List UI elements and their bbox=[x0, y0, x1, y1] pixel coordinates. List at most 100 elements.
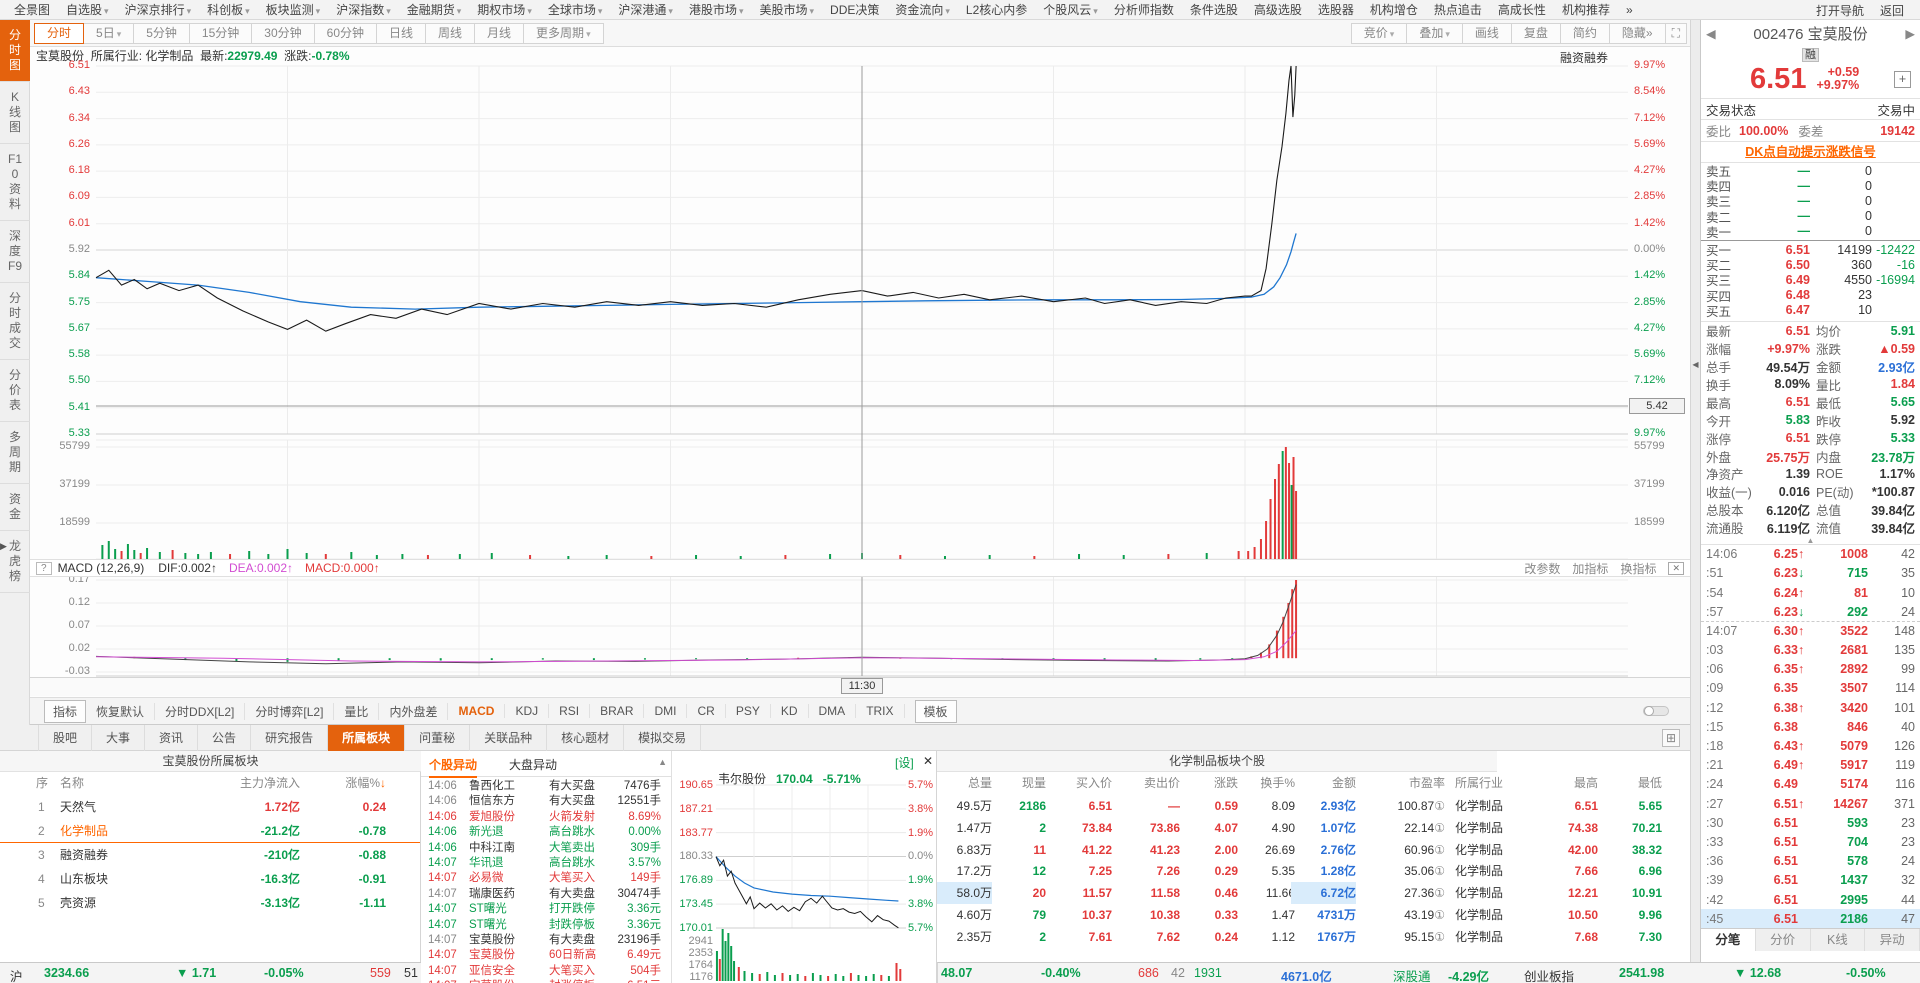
menu-item[interactable]: 美股市场 ▾ bbox=[751, 1, 822, 18]
bottom-tab[interactable]: 所属板块 bbox=[328, 724, 406, 751]
indicator-item[interactable]: DMI bbox=[644, 704, 688, 718]
menu-item[interactable]: » bbox=[1618, 3, 1641, 17]
macd-tool-button[interactable]: 换指标 bbox=[1620, 561, 1657, 576]
movement-row[interactable]: 14:07 必易微 大笔买入 149手 bbox=[421, 871, 671, 886]
movement-row[interactable]: 14:07 亚信安全 大笔买入 504手 bbox=[421, 964, 671, 979]
movement-row[interactable]: 14:06 新光退 高台跳水 0.00% bbox=[421, 825, 671, 840]
indicator-item[interactable]: 内外盘差 bbox=[379, 702, 449, 720]
toolbar-button[interactable]: 画线 bbox=[1461, 22, 1512, 44]
board-row[interactable]: 3 融资融券 -210亿 -0.88 bbox=[0, 843, 420, 867]
sell-queue-row[interactable]: 卖五 — 0 bbox=[1701, 163, 1920, 180]
menu-item[interactable]: DDE决策 bbox=[822, 1, 887, 18]
bottom-tab[interactable]: 关联品种 bbox=[470, 724, 548, 751]
next-stock-icon[interactable]: ▶ bbox=[1905, 26, 1915, 41]
settings-button[interactable]: [设] bbox=[895, 756, 914, 770]
status-item[interactable]: 3234.66 bbox=[44, 966, 90, 980]
board-row[interactable]: 5 壳资源 -3.13亿 -1.11 bbox=[0, 891, 420, 915]
buy-queue-row[interactable]: 买二 6.50 360 -16 bbox=[1701, 257, 1920, 274]
status-item[interactable]: -0.40% bbox=[1041, 966, 1081, 980]
tick-row[interactable]: :24 6.49 5174 116 bbox=[1701, 775, 1920, 794]
sector-row[interactable]: 1.47万 2 73.84 73.86 4.07 4.90 1.07亿 22.1… bbox=[937, 817, 1700, 839]
status-item[interactable]: 686 bbox=[1138, 966, 1159, 980]
menu-item[interactable]: 自选股 ▾ bbox=[58, 1, 117, 18]
panel-collapse-strip[interactable]: ◀ bbox=[1690, 20, 1700, 962]
sell-queue-row[interactable]: 卖三 — 0 bbox=[1701, 193, 1920, 210]
tick-row[interactable]: :45 6.51 2186 47 bbox=[1701, 909, 1920, 929]
bottom-tab[interactable]: 大事 bbox=[92, 724, 146, 751]
indicator-item[interactable]: RSI bbox=[549, 704, 591, 718]
tick-row[interactable]: :15 6.38 846 40 bbox=[1701, 717, 1920, 736]
sell-queue-row[interactable]: 卖四 — 0 bbox=[1701, 178, 1920, 195]
tick-row[interactable]: :33 6.51 704 23 bbox=[1701, 832, 1920, 851]
menu-item[interactable]: 全景图 bbox=[6, 1, 58, 18]
bottom-tab[interactable]: 核心题材 bbox=[547, 724, 625, 751]
menu-item[interactable]: 沪深港通 ▾ bbox=[610, 1, 681, 18]
movement-row[interactable]: 14:06 鲁西化工 有大买盘 7476手 bbox=[421, 779, 671, 794]
right-panel-tab[interactable]: 异动 bbox=[1865, 929, 1920, 952]
bottom-tab[interactable]: 模拟交易 bbox=[624, 724, 702, 751]
movement-row[interactable]: 14:06 恒信东方 有大买盘 12551手 bbox=[421, 794, 671, 809]
indicator-item[interactable]: 分时博弈[L2] bbox=[245, 702, 335, 720]
dk-signal-link[interactable]: DK点自动提示涨跌信号 bbox=[1745, 145, 1876, 159]
sector-col-header[interactable]: 卖出价 bbox=[1143, 776, 1180, 790]
sector-row[interactable]: 49.5万 2186 6.51 — 0.59 8.09 2.93亿 100.87… bbox=[937, 795, 1700, 817]
movement-row[interactable]: 14:07 华讯退 高台跳水 3.57% bbox=[421, 856, 671, 871]
sector-row[interactable]: 58.0万 20 11.57 11.58 0.46 11.66 6.72亿 27… bbox=[937, 882, 1700, 905]
board-col-pct[interactable]: 涨幅%↓ bbox=[320, 773, 386, 793]
menu-item[interactable]: 机构推荐 bbox=[1554, 1, 1618, 18]
sidebar-item[interactable]: 分价表 bbox=[0, 360, 30, 422]
status-item[interactable]: 42 bbox=[1171, 966, 1185, 980]
intraday-chart-canvas[interactable] bbox=[30, 47, 1690, 697]
indicator-item[interactable]: TRIX bbox=[856, 704, 905, 718]
sector-col-header[interactable]: 买入价 bbox=[1075, 776, 1112, 790]
macd-tool-button[interactable]: 加指标 bbox=[1572, 561, 1609, 576]
period-button[interactable]: 15分钟 bbox=[188, 22, 253, 44]
sell-queue-row[interactable]: 卖一 — 0 bbox=[1701, 224, 1920, 240]
tick-row[interactable]: :54 6.24 ↑ 81 10 bbox=[1701, 583, 1920, 602]
period-button[interactable]: 5分钟 bbox=[133, 22, 190, 44]
menu-item[interactable]: 机构增仓 bbox=[1362, 1, 1426, 18]
sidebar-item[interactable]: 深度F9 bbox=[0, 221, 30, 283]
indicator-item[interactable]: KDJ bbox=[505, 704, 550, 718]
menu-item[interactable]: 分析师指数 bbox=[1106, 1, 1182, 18]
menu-item[interactable]: 沪深京排行 ▾ bbox=[117, 1, 200, 18]
buy-queue-row[interactable]: 买五 6.47 10 bbox=[1701, 303, 1920, 319]
sector-col-header[interactable]: 最高 bbox=[1573, 776, 1598, 790]
tick-row[interactable]: :57 6.23 ↓ 292 24 bbox=[1701, 602, 1920, 621]
margin-badge[interactable]: 融 bbox=[1802, 48, 1819, 62]
tick-row[interactable]: :09 6.35 3507 114 bbox=[1701, 679, 1920, 698]
menu-item[interactable]: 条件选股 bbox=[1182, 1, 1246, 18]
mini-chart-title[interactable]: 韦尔股份 170.04 -5.71% bbox=[718, 770, 861, 787]
indicator-item[interactable]: KD bbox=[771, 704, 809, 718]
macd-tool-button[interactable]: 改参数 bbox=[1524, 561, 1561, 576]
sector-col-header[interactable]: 所属行业 bbox=[1455, 776, 1504, 790]
add-to-watchlist-button[interactable]: + bbox=[1894, 70, 1911, 88]
industry-value[interactable]: 化学制品 bbox=[145, 49, 194, 63]
toolbar-button[interactable]: 隐藏» bbox=[1608, 22, 1666, 44]
period-button[interactable]: 分时 bbox=[34, 22, 85, 44]
status-item[interactable]: ▼ 1.71 bbox=[176, 966, 217, 980]
tick-row[interactable]: :21 6.49 ↑ 5917 119 bbox=[1701, 756, 1920, 775]
movement-row[interactable]: 14:07 宝莫股份 60日新高 6.49元 bbox=[421, 948, 671, 963]
sector-col-header[interactable]: 金额 bbox=[1331, 776, 1356, 790]
close-icon[interactable]: ✕ bbox=[1668, 561, 1684, 575]
indicator-item[interactable]: 指标 bbox=[44, 699, 87, 723]
tick-row[interactable]: :39 6.51 1437 32 bbox=[1701, 871, 1920, 890]
indicator-item[interactable]: CR bbox=[687, 704, 726, 718]
menu-item[interactable]: 高成长性 bbox=[1490, 1, 1554, 18]
sector-col-header[interactable]: 涨跌 bbox=[1213, 776, 1238, 790]
status-item[interactable]: 48.07 bbox=[941, 966, 973, 980]
bottom-tab[interactable]: 资讯 bbox=[145, 724, 199, 751]
sidebar-collapse-handle[interactable]: ▶ bbox=[0, 541, 7, 551]
sidebar-item[interactable]: K线图 bbox=[0, 82, 30, 144]
indicator-item[interactable]: 分时DDX[L2] bbox=[155, 702, 246, 720]
menu-item[interactable]: 沪深指数 ▾ bbox=[328, 1, 399, 18]
menu-item[interactable]: 热点追击 bbox=[1426, 1, 1490, 18]
board-col-flow[interactable]: 主力净流入 bbox=[239, 776, 300, 790]
menu-item[interactable]: 高级选股 bbox=[1246, 1, 1310, 18]
buy-queue-row[interactable]: 买四 6.48 23 bbox=[1701, 288, 1920, 304]
toolbar-button[interactable]: 复盘 bbox=[1510, 22, 1561, 44]
bottom-tab[interactable]: 研究报告 bbox=[251, 724, 329, 751]
layout-grid-icon[interactable]: ⊞ bbox=[1662, 729, 1680, 747]
toolbar-button[interactable]: 简约 bbox=[1559, 22, 1610, 44]
